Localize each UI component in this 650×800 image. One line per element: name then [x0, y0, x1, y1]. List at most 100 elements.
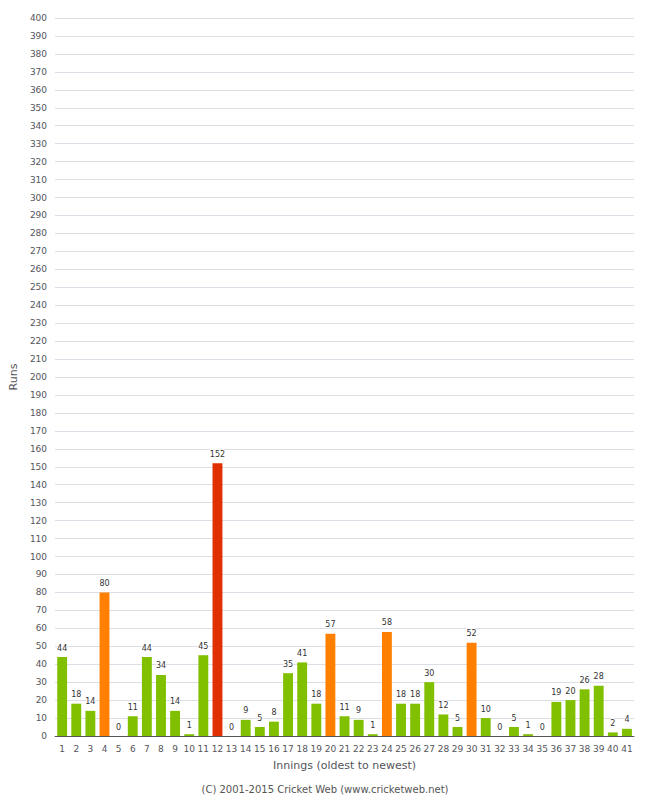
- svg-text:11: 11: [339, 703, 349, 712]
- svg-text:1: 1: [370, 721, 375, 730]
- svg-text:140: 140: [30, 480, 47, 490]
- svg-text:19: 19: [311, 744, 323, 754]
- svg-text:11: 11: [198, 744, 209, 754]
- svg-text:31: 31: [480, 744, 491, 754]
- svg-text:0: 0: [540, 723, 545, 732]
- svg-text:37: 37: [565, 744, 576, 754]
- svg-text:270: 270: [30, 246, 47, 256]
- svg-text:35: 35: [536, 744, 547, 754]
- svg-text:1: 1: [526, 721, 531, 730]
- svg-text:110: 110: [30, 534, 47, 544]
- svg-text:(C) 2001-2015 Cricket Web (www: (C) 2001-2015 Cricket Web (www.cricketwe…: [202, 784, 449, 795]
- svg-text:100: 100: [30, 552, 47, 562]
- svg-text:13: 13: [226, 744, 237, 754]
- svg-text:28: 28: [594, 672, 604, 681]
- svg-text:45: 45: [198, 642, 208, 651]
- svg-text:5: 5: [455, 714, 460, 723]
- svg-text:240: 240: [30, 300, 47, 310]
- svg-text:200: 200: [30, 372, 47, 382]
- svg-text:390: 390: [30, 31, 47, 41]
- svg-text:3: 3: [88, 744, 94, 754]
- svg-text:170: 170: [30, 426, 47, 436]
- svg-text:130: 130: [30, 498, 47, 508]
- svg-text:30: 30: [36, 677, 48, 687]
- svg-text:220: 220: [30, 336, 47, 346]
- svg-text:39: 39: [593, 744, 605, 754]
- svg-text:34: 34: [522, 744, 534, 754]
- svg-text:250: 250: [30, 282, 47, 292]
- svg-text:0: 0: [41, 731, 47, 741]
- svg-text:20: 20: [36, 695, 48, 705]
- svg-text:21: 21: [339, 744, 350, 754]
- svg-text:152: 152: [210, 450, 225, 459]
- svg-text:1: 1: [187, 721, 192, 730]
- svg-text:24: 24: [381, 744, 393, 754]
- svg-text:320: 320: [30, 157, 47, 167]
- svg-text:9: 9: [356, 706, 361, 715]
- svg-text:6: 6: [130, 744, 136, 754]
- svg-text:9: 9: [243, 706, 248, 715]
- svg-text:4: 4: [624, 715, 629, 724]
- svg-text:160: 160: [30, 444, 47, 454]
- svg-text:210: 210: [30, 354, 47, 364]
- svg-text:4: 4: [102, 744, 108, 754]
- svg-text:58: 58: [382, 618, 392, 627]
- svg-text:5: 5: [511, 714, 516, 723]
- svg-text:70: 70: [36, 605, 48, 615]
- svg-text:52: 52: [467, 629, 477, 638]
- svg-text:36: 36: [551, 744, 563, 754]
- svg-text:9: 9: [172, 744, 178, 754]
- svg-text:28: 28: [438, 744, 450, 754]
- svg-text:340: 340: [30, 121, 47, 131]
- svg-text:80: 80: [36, 587, 48, 597]
- svg-text:15: 15: [254, 744, 265, 754]
- svg-text:33: 33: [508, 744, 519, 754]
- svg-text:290: 290: [30, 210, 47, 220]
- svg-text:10: 10: [36, 713, 48, 723]
- svg-text:41: 41: [297, 649, 307, 658]
- svg-text:20: 20: [565, 687, 575, 696]
- svg-text:18: 18: [396, 690, 406, 699]
- svg-text:18: 18: [311, 690, 321, 699]
- svg-text:14: 14: [240, 744, 252, 754]
- svg-text:5: 5: [116, 744, 122, 754]
- svg-text:10: 10: [481, 705, 491, 714]
- svg-text:Runs: Runs: [7, 363, 20, 390]
- svg-text:16: 16: [268, 744, 280, 754]
- svg-text:20: 20: [325, 744, 337, 754]
- svg-text:30: 30: [466, 744, 478, 754]
- svg-text:11: 11: [128, 703, 138, 712]
- svg-text:12: 12: [438, 701, 448, 710]
- svg-text:150: 150: [30, 462, 47, 472]
- svg-text:25: 25: [395, 744, 406, 754]
- svg-text:310: 310: [30, 175, 47, 185]
- svg-text:8: 8: [158, 744, 164, 754]
- svg-text:2: 2: [73, 744, 79, 754]
- svg-text:190: 190: [30, 390, 47, 400]
- svg-text:280: 280: [30, 228, 47, 238]
- svg-text:8: 8: [271, 708, 276, 717]
- svg-text:0: 0: [497, 723, 502, 732]
- svg-text:330: 330: [30, 139, 47, 149]
- svg-text:18: 18: [410, 690, 420, 699]
- svg-text:80: 80: [99, 579, 109, 588]
- svg-text:10: 10: [183, 744, 195, 754]
- svg-text:50: 50: [36, 641, 48, 651]
- svg-text:120: 120: [30, 516, 47, 526]
- svg-text:14: 14: [170, 697, 180, 706]
- svg-text:35: 35: [283, 660, 293, 669]
- svg-text:1: 1: [59, 744, 65, 754]
- svg-text:30: 30: [424, 669, 434, 678]
- svg-text:400: 400: [30, 13, 47, 23]
- svg-text:32: 32: [494, 744, 505, 754]
- svg-text:44: 44: [142, 644, 152, 653]
- svg-text:300: 300: [30, 193, 47, 203]
- svg-text:57: 57: [325, 620, 335, 629]
- svg-text:14: 14: [85, 697, 95, 706]
- svg-text:22: 22: [353, 744, 364, 754]
- svg-text:18: 18: [71, 690, 81, 699]
- svg-text:26: 26: [409, 744, 421, 754]
- svg-text:17: 17: [282, 744, 293, 754]
- svg-text:19: 19: [551, 688, 561, 697]
- svg-text:40: 40: [607, 744, 619, 754]
